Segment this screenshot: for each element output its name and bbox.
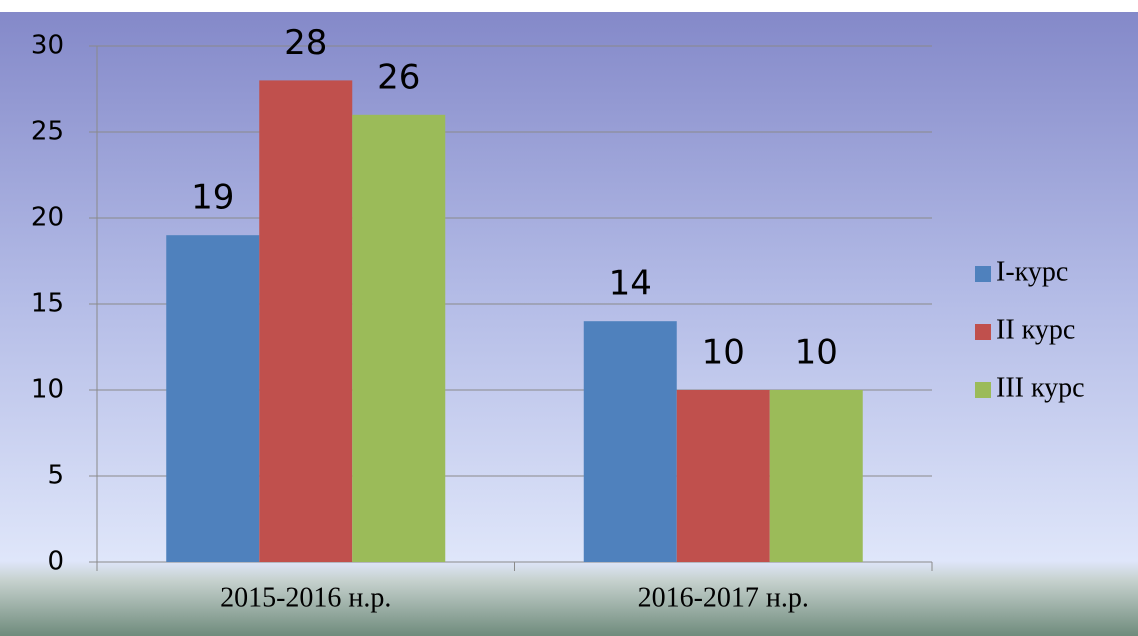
legend-label: I-курс [996, 256, 1068, 287]
y-tick-label: 15 [31, 289, 64, 319]
y-tick-label: 25 [31, 117, 64, 147]
data-label: 14 [609, 264, 652, 304]
data-label: 10 [702, 333, 745, 373]
data-label: 19 [191, 178, 234, 218]
legend-label: II курс [996, 314, 1075, 345]
x-tick-label: 2016-2017 н.р. [638, 582, 809, 613]
legend-label: III курс [996, 372, 1085, 403]
data-label: 10 [795, 333, 838, 373]
bar [583, 321, 677, 562]
legend-swatch [975, 382, 991, 398]
data-label: 26 [377, 57, 420, 97]
y-tick-label: 10 [31, 375, 64, 405]
y-tick-label: 30 [31, 31, 64, 61]
y-tick-label: 5 [47, 461, 64, 491]
y-tick-label: 20 [31, 203, 64, 233]
bar [352, 114, 446, 563]
data-label: 28 [284, 23, 327, 63]
bar [259, 80, 353, 563]
bar [166, 235, 260, 562]
legend-swatch [975, 324, 991, 340]
bar [769, 390, 863, 562]
bar [676, 390, 770, 562]
legend-swatch [975, 266, 991, 282]
x-tick-label: 2015-2016 н.р. [220, 582, 391, 613]
y-tick-label: 0 [47, 547, 64, 577]
